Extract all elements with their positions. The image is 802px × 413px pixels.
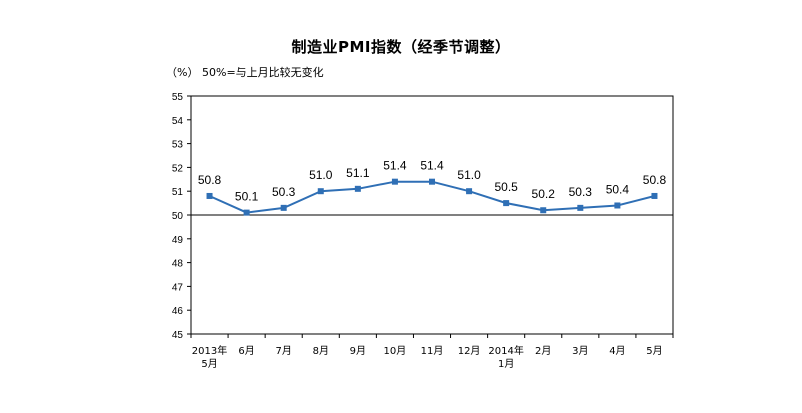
data-label: 50.3 — [272, 185, 296, 199]
data-point — [391, 178, 398, 185]
x-tick-label: 10月 — [384, 345, 407, 357]
data-point — [577, 204, 584, 211]
data-point — [354, 185, 361, 192]
x-tick-label: 5月 — [201, 358, 217, 370]
data-label: 50.8 — [643, 173, 667, 187]
data-label: 51.0 — [457, 168, 481, 182]
data-point — [280, 204, 287, 211]
x-tick-label: 6月 — [238, 345, 254, 357]
y-tick-label: 53 — [172, 140, 184, 151]
data-point — [651, 192, 658, 199]
x-tick-label: 9月 — [350, 345, 366, 357]
x-tick-label: 2月 — [535, 345, 551, 357]
data-label: 51.0 — [309, 168, 333, 182]
y-tick-label: 46 — [172, 306, 184, 317]
y-tick-label: 48 — [172, 259, 184, 270]
chart-title: 制造业PMI指数（经季节调整） — [291, 38, 511, 56]
data-labels: 50.8 50.1 50.3 51.0 51.1 51.4 51.4 51.0 50.5 50.2… — [198, 159, 667, 204]
y-tick-label: 52 — [172, 163, 184, 174]
data-label: 50.2 — [532, 187, 556, 201]
x-tick-label: 8月 — [313, 345, 329, 357]
data-label: 50.1 — [235, 190, 259, 204]
x-tick-label: 11月 — [421, 345, 444, 357]
x-tick-label: 1月 — [498, 358, 514, 370]
unit-label: （%） — [166, 66, 199, 79]
x-tick-label: 2014年 — [488, 344, 523, 357]
y-tick-label: 51 — [172, 187, 184, 198]
x-tick-label: 12月 — [458, 345, 481, 357]
data-point — [429, 178, 435, 185]
data-point — [466, 188, 473, 195]
data-point — [503, 200, 510, 207]
data-label: 50.3 — [569, 185, 593, 199]
y-tick-label: 50 — [172, 211, 184, 222]
x-tick-label: 3月 — [572, 345, 588, 357]
data-point — [206, 192, 213, 199]
x-tick-label: 2013年 — [192, 344, 227, 357]
data-label: 50.5 — [494, 180, 518, 194]
x-tick-label: 5月 — [646, 345, 662, 357]
x-tick-label: 7月 — [276, 345, 292, 357]
data-label: 50.4 — [606, 182, 630, 196]
data-point — [317, 188, 324, 195]
x-tick-label: 4月 — [609, 345, 625, 357]
data-markers — [206, 178, 658, 216]
data-point — [540, 207, 547, 214]
y-axis: 45 46 47 48 49 50 51 52 53 54 55 — [172, 92, 191, 341]
y-tick-label: 54 — [172, 116, 184, 127]
y-tick-label: 55 — [172, 92, 184, 103]
y-tick-label: 47 — [172, 282, 184, 293]
data-point — [614, 202, 621, 209]
y-tick-label: 49 — [172, 235, 184, 246]
data-point — [243, 209, 250, 216]
data-label: 51.1 — [346, 166, 370, 180]
reference-note: 50%=与上月比较无变化 — [202, 66, 324, 79]
data-label: 51.4 — [383, 159, 407, 173]
data-label: 50.8 — [198, 173, 222, 187]
y-tick-label: 45 — [172, 330, 184, 341]
data-label: 51.4 — [420, 159, 444, 173]
